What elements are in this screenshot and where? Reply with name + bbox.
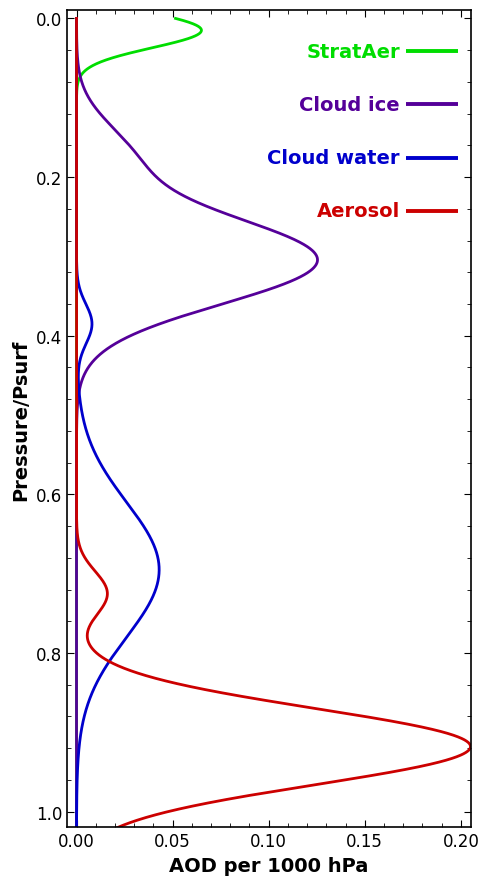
Y-axis label: Pressure/Psurf: Pressure/Psurf xyxy=(11,339,30,500)
Text: Cloud water: Cloud water xyxy=(268,149,400,167)
Text: Aerosol: Aerosol xyxy=(317,202,400,221)
Text: Cloud ice: Cloud ice xyxy=(299,96,400,115)
X-axis label: AOD per 1000 hPa: AOD per 1000 hPa xyxy=(169,856,368,874)
Text: StratAer: StratAer xyxy=(306,43,400,62)
